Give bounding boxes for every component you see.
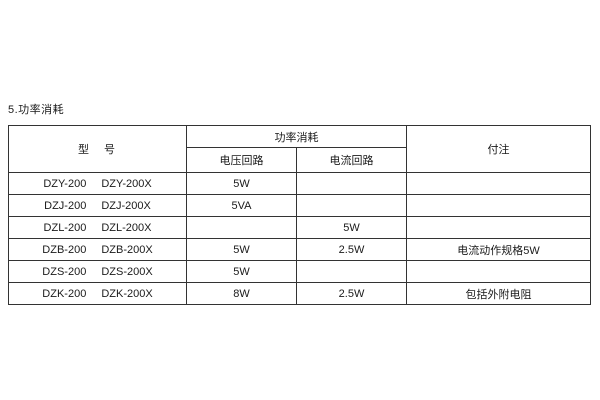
current-circuit-cell: 2.5W [296, 282, 407, 305]
note-cell [406, 172, 591, 195]
model-name: DZS-200 [42, 265, 87, 278]
model-name: DZY-200 [43, 177, 87, 190]
model-cell: DZY-200 DZY-200X [8, 172, 187, 195]
model-cell: DZB-200 DZB-200X [8, 238, 187, 261]
voltage-circuit-cell: 5W [186, 172, 297, 195]
model-cell: DZL-200 DZL-200X [8, 216, 187, 239]
model-name-x: DZK-200X [101, 287, 153, 300]
col-header-current-circuit: 电流回路 [296, 147, 407, 173]
voltage-circuit-cell [186, 216, 297, 239]
table-row: DZY-200 DZY-200X 5W [8, 172, 591, 195]
current-circuit-cell [296, 194, 407, 217]
voltage-circuit-cell: 5W [186, 238, 297, 261]
model-name-x: DZS-200X [101, 265, 153, 278]
model-cell: DZJ-200 DZJ-200X [8, 194, 187, 217]
model-name-x: DZB-200X [101, 243, 153, 256]
note-cell [406, 194, 591, 217]
model-name-x: DZL-200X [101, 221, 152, 234]
voltage-circuit-cell: 8W [186, 282, 297, 305]
note-cell: 包括外附电阻 [406, 282, 591, 305]
table-row: DZL-200 DZL-200X 5W [8, 216, 591, 239]
model-name-x: DZJ-200X [101, 199, 151, 212]
table-row: DZB-200 DZB-200X 5W 2.5W 电流动作规格5W [8, 238, 591, 261]
model-cell: DZS-200 DZS-200X [8, 260, 187, 283]
col-header-notes: 付注 [406, 125, 591, 173]
current-circuit-cell: 5W [296, 216, 407, 239]
model-name-x: DZY-200X [101, 177, 152, 190]
power-consumption-table: 型 号 功率消耗 付注 电压回路 电流回路 DZY-200 DZY-200X 5W… [8, 125, 591, 305]
note-cell [406, 260, 591, 283]
col-header-voltage-circuit: 电压回路 [186, 147, 297, 173]
model-name: DZK-200 [42, 287, 87, 300]
model-name: DZL-200 [43, 221, 87, 234]
col-header-power-consumption: 功率消耗 [186, 125, 407, 148]
note-cell [406, 216, 591, 239]
voltage-circuit-cell: 5W [186, 260, 297, 283]
section-title: 5.功率消耗 [8, 104, 65, 116]
model-name: DZJ-200 [44, 199, 87, 212]
current-circuit-cell [296, 172, 407, 195]
table-row: DZJ-200 DZJ-200X 5VA [8, 194, 591, 217]
current-circuit-cell: 2.5W [296, 238, 407, 261]
note-cell: 电流动作规格5W [406, 238, 591, 261]
model-cell: DZK-200 DZK-200X [8, 282, 187, 305]
current-circuit-cell [296, 260, 407, 283]
table-row: DZK-200 DZK-200X 8W 2.5W 包括外附电阻 [8, 282, 591, 305]
model-name: DZB-200 [42, 243, 87, 256]
table-row: DZS-200 DZS-200X 5W [8, 260, 591, 283]
col-header-model: 型 号 [8, 125, 187, 173]
voltage-circuit-cell: 5VA [186, 194, 297, 217]
